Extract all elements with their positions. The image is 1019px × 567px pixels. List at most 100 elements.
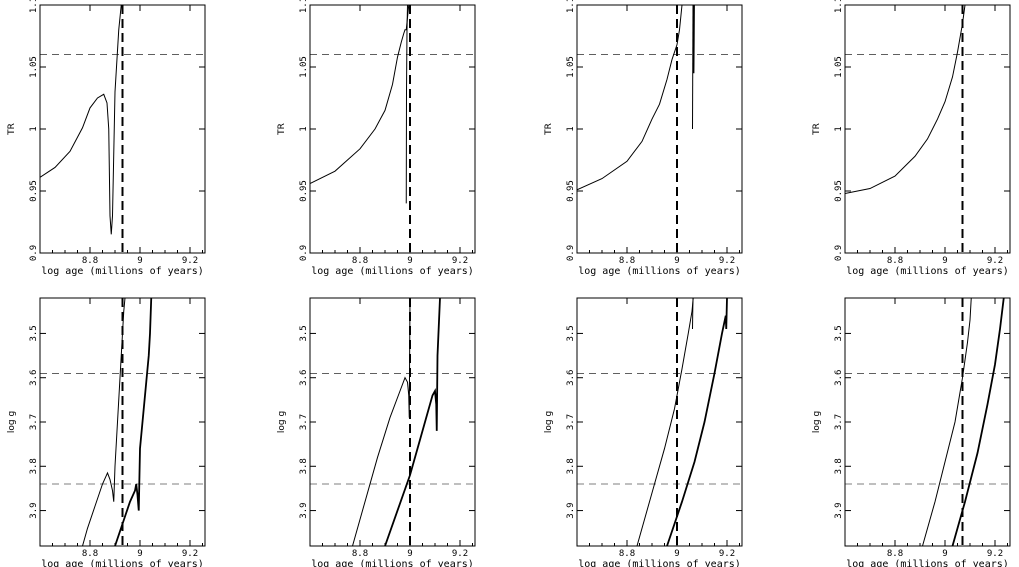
x-tick-label: 9.2 (452, 256, 468, 266)
y-axis-label: TR (544, 123, 554, 136)
y-axis-label: TR (277, 123, 287, 136)
y-tick-label: 0.95 (29, 180, 39, 202)
y-tick-label: 0.9 (29, 245, 39, 261)
y-tick-label: 0.95 (299, 180, 309, 202)
x-tick-label: 9 (674, 256, 679, 266)
series-line (922, 298, 972, 546)
y-tick-label: 0.95 (834, 180, 844, 202)
series-line (384, 298, 441, 546)
panel-2-4: 8.8 9 9.2 3.5 3.6 3.7 3.8 3.9 log age (millions … (812, 297, 1011, 567)
y-axis-label: log g (812, 411, 822, 433)
x-axis-label: log age (millions of years) (578, 266, 741, 277)
plot-frame (844, 4, 1011, 254)
y-axis-label: log g (7, 411, 17, 433)
y-tick-label: 1.05 (29, 56, 39, 78)
x-axis-label: log age (millions of years) (41, 559, 204, 567)
y-tick-label: 1 (299, 126, 309, 131)
x-tick-label: 9 (407, 549, 412, 559)
plot-frame (844, 297, 1011, 547)
x-tick-label: 8.8 (352, 256, 368, 266)
plot-area (577, 5, 742, 253)
y-axis-label: TR (812, 123, 822, 136)
x-axis-label: log age (millions of years) (578, 559, 741, 567)
x-tick-label: 8.8 (352, 549, 368, 559)
plot-area (310, 5, 475, 253)
y-tick-label: 3.7 (566, 414, 576, 430)
plot-frame (309, 4, 476, 254)
y-tick-label: 3.7 (299, 414, 309, 430)
x-axis-label: log age (millions of years) (311, 266, 474, 277)
y-tick-label: 1.1 (29, 0, 39, 13)
y-tick-label: 3.9 (299, 502, 309, 518)
panel-1-2: 8.8 9 9.2 0.9 0.95 1 1.05 1.1 log age (millions … (277, 0, 476, 277)
plot-area (577, 298, 742, 546)
x-tick-label: 9 (407, 256, 412, 266)
x-tick-label: 9.2 (719, 256, 735, 266)
y-axis-label: log g (277, 411, 287, 433)
plot-frame (309, 297, 476, 547)
series-line (845, 5, 966, 194)
y-tick-label: 1.1 (299, 0, 309, 13)
series-line (352, 298, 411, 546)
y-tick-label: 3.9 (29, 502, 39, 518)
panel-1-4: 8.8 9 9.2 0.9 0.95 1 1.05 1.1 log age (millions … (812, 0, 1011, 277)
series-line (692, 5, 695, 74)
y-tick-label: 3.5 (299, 325, 309, 341)
panel-2-2: 8.8 9 9.2 3.5 3.6 3.7 3.8 3.9 log age (millions … (277, 297, 476, 567)
plot-frame (576, 4, 743, 254)
y-tick-label: 3.7 (834, 414, 844, 430)
y-tick-label: 3.6 (834, 370, 844, 386)
y-tick-label: 3.8 (834, 458, 844, 474)
x-axis-label: log age (millions of years) (846, 266, 1009, 277)
series-line (636, 298, 694, 546)
series-line (82, 298, 126, 546)
x-tick-label: 8.8 (887, 549, 903, 559)
plot-area (40, 298, 205, 546)
series-line (666, 298, 728, 546)
panel-1-1: 8.8 9 9.2 0.9 0.95 1 1.05 1.1 log age (millions … (7, 0, 206, 277)
plot-area (845, 298, 1010, 546)
plot-frame (576, 297, 743, 547)
y-tick-label: 1.1 (834, 0, 844, 13)
series-line (114, 298, 153, 546)
y-tick-label: 3.5 (29, 325, 39, 341)
series-line (40, 5, 122, 235)
y-tick-label: 0.9 (834, 245, 844, 261)
x-tick-label: 9.2 (987, 549, 1003, 559)
x-tick-label: 9 (674, 549, 679, 559)
y-tick-label: 3.6 (299, 370, 309, 386)
x-tick-label: 8.8 (887, 256, 903, 266)
x-tick-label: 8.8 (619, 256, 635, 266)
y-tick-label: 3.8 (566, 458, 576, 474)
y-tick-label: 0.9 (566, 245, 576, 261)
panel-2-3: 8.8 9 9.2 3.5 3.6 3.7 3.8 3.9 log age (millions … (544, 297, 743, 567)
x-tick-label: 9.2 (987, 256, 1003, 266)
y-tick-label: 1 (834, 126, 844, 131)
x-axis-label: log age (millions of years) (311, 559, 474, 567)
panel-1-3: 8.8 9 9.2 0.9 0.95 1 1.05 1.1 log age (millions … (544, 0, 743, 277)
y-tick-label: 0.95 (566, 180, 576, 202)
x-tick-label: 9.2 (719, 549, 735, 559)
y-tick-label: 3.7 (29, 414, 39, 430)
y-tick-label: 1.05 (834, 56, 844, 78)
x-tick-label: 9 (137, 549, 142, 559)
x-tick-label: 9 (137, 256, 142, 266)
y-tick-label: 1 (566, 126, 576, 131)
x-tick-label: 9.2 (182, 256, 198, 266)
x-tick-label: 9.2 (452, 549, 468, 559)
y-tick-label: 3.5 (834, 325, 844, 341)
y-axis-label: TR (7, 123, 17, 136)
panel-2-1: 8.8 9 9.2 3.5 3.6 3.7 3.8 3.9 log age (millions … (7, 297, 206, 567)
plot-area (40, 5, 205, 253)
y-tick-label: 1.05 (566, 56, 576, 78)
y-tick-label: 3.9 (834, 502, 844, 518)
y-tick-label: 3.6 (29, 370, 39, 386)
x-tick-label: 9 (942, 549, 947, 559)
x-tick-label: 8.8 (82, 549, 98, 559)
y-tick-label: 3.8 (299, 458, 309, 474)
x-tick-label: 9.2 (182, 549, 198, 559)
plot-area (310, 298, 475, 546)
y-tick-label: 3.6 (566, 370, 576, 386)
series-line (405, 5, 408, 204)
